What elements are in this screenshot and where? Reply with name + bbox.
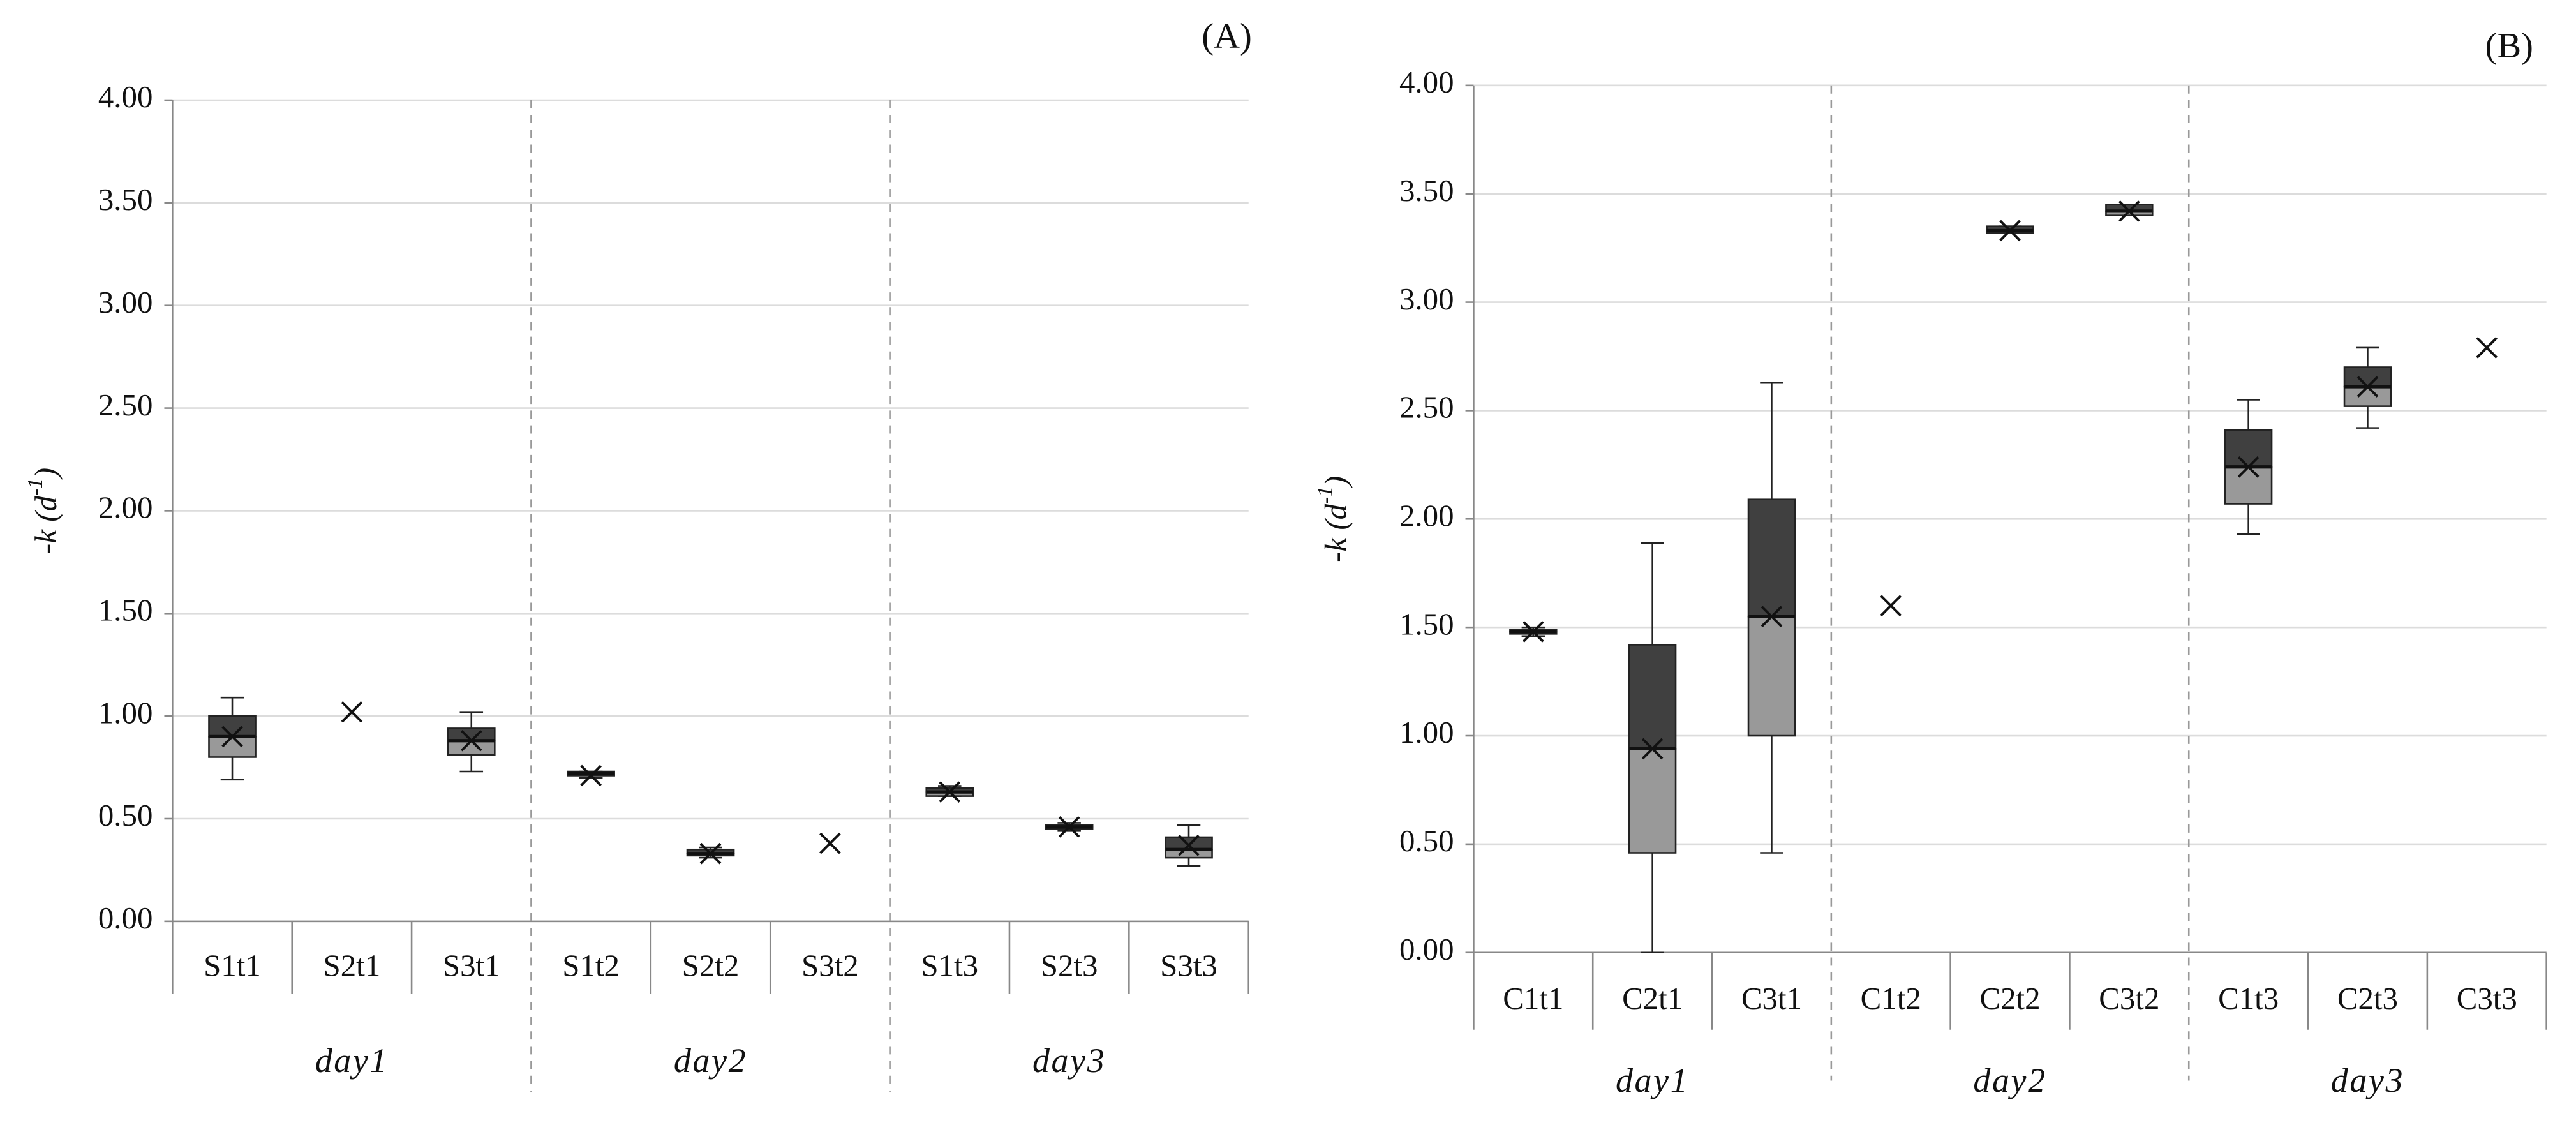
y-axis-label: -k (d-1) (24, 468, 63, 554)
mean-marker (341, 701, 363, 723)
box-lower (208, 736, 257, 758)
y-axis-label: -k (d-1) (1313, 476, 1353, 562)
y-axis-label-part: -k (d (1318, 503, 1353, 562)
box-upper (2343, 366, 2392, 388)
box-upper (208, 715, 257, 738)
box-lower (1747, 615, 1796, 737)
group-label: day2 (1973, 1061, 2046, 1099)
x-tick-label: C1t1 (1503, 981, 1563, 1016)
x-tick-label: S1t1 (204, 948, 261, 983)
x-tick-label: C3t1 (1741, 981, 1802, 1016)
y-tick-label: 1.50 (1399, 606, 1454, 641)
group-label: day3 (2331, 1061, 2404, 1099)
x-tick-label: C2t2 (1979, 981, 2040, 1016)
x-tick-label: S3t1 (443, 948, 500, 983)
group-label: day1 (315, 1041, 389, 1080)
mean-marker (819, 832, 841, 854)
mean-marker (221, 726, 243, 748)
box-upper (1165, 836, 1213, 851)
mean-marker (699, 842, 722, 865)
x-tick-label: C2t3 (2337, 981, 2398, 1016)
y-tick-label: 3.00 (1399, 281, 1454, 317)
x-tick-label: S2t1 (324, 948, 381, 983)
mean-marker (580, 764, 602, 787)
x-tick-label: C2t1 (1622, 981, 1683, 1016)
box-upper (1747, 498, 1796, 618)
y-tick-label: 0.50 (98, 798, 153, 833)
box-upper (2224, 429, 2273, 468)
mean-marker (2356, 376, 2379, 398)
y-tick-label: 2.00 (98, 490, 153, 525)
mean-marker (1178, 835, 1200, 856)
y-tick-label: 4.00 (1399, 64, 1454, 100)
y-tick-label: 3.00 (98, 285, 153, 320)
box-lower (447, 740, 496, 756)
box-upper (447, 727, 496, 742)
box-lower (1628, 748, 1677, 854)
group-label: day1 (1616, 1061, 1689, 1099)
y-tick-label: 4.00 (98, 79, 153, 114)
box-upper (1628, 644, 1677, 750)
mean-marker (1641, 738, 1664, 760)
mean-marker (2237, 456, 2260, 478)
y-tick-label: 2.50 (98, 387, 153, 422)
mean-marker (1523, 621, 1544, 643)
y-tick-label: 2.00 (1399, 498, 1454, 533)
x-tick-label: C1t2 (1861, 981, 1921, 1016)
x-tick-label: S2t2 (682, 948, 740, 983)
box-lower (2224, 466, 2273, 505)
x-tick-label: S3t3 (1160, 948, 1217, 983)
y-axis-label-part: -1 (1313, 486, 1337, 504)
y-tick-label: 3.50 (1399, 173, 1454, 208)
y-tick-label: 0.00 (98, 900, 153, 935)
box-lower (2343, 385, 2392, 407)
x-tick-label: S2t3 (1041, 948, 1098, 983)
panel-label: (B) (2485, 26, 2533, 66)
x-tick-label: C3t3 (2457, 981, 2517, 1016)
x-tick-label: C3t2 (2099, 981, 2159, 1016)
mean-marker (1761, 606, 1783, 627)
y-tick-label: 1.00 (98, 695, 153, 730)
x-tick-label: S3t2 (801, 948, 859, 983)
mean-marker (460, 729, 482, 752)
x-tick-label: C1t3 (2218, 981, 2279, 1016)
y-axis-label-part: ) (1318, 476, 1353, 488)
mean-marker (2118, 200, 2140, 222)
y-tick-label: 1.50 (98, 593, 153, 628)
group-label: day3 (1032, 1041, 1106, 1080)
mean-marker (1058, 816, 1080, 838)
y-tick-label: 0.00 (1399, 932, 1454, 967)
mean-marker (1880, 595, 1902, 616)
y-tick-label: 3.50 (98, 182, 153, 217)
mean-marker (1999, 220, 2021, 242)
y-tick-label: 1.00 (1399, 715, 1454, 750)
y-axis-label-part: ) (28, 468, 63, 480)
mean-marker (2476, 337, 2498, 359)
x-tick-label: S1t3 (921, 948, 978, 983)
group-label: day2 (674, 1041, 747, 1080)
panel-label: (A) (1202, 17, 1252, 56)
y-axis-label-part: -1 (24, 478, 47, 496)
y-axis-label-part: -k (d (28, 495, 63, 553)
x-tick-label: S1t2 (562, 948, 620, 983)
y-tick-label: 0.50 (1399, 823, 1454, 858)
mean-marker (939, 781, 961, 803)
y-tick-label: 2.50 (1399, 390, 1454, 425)
